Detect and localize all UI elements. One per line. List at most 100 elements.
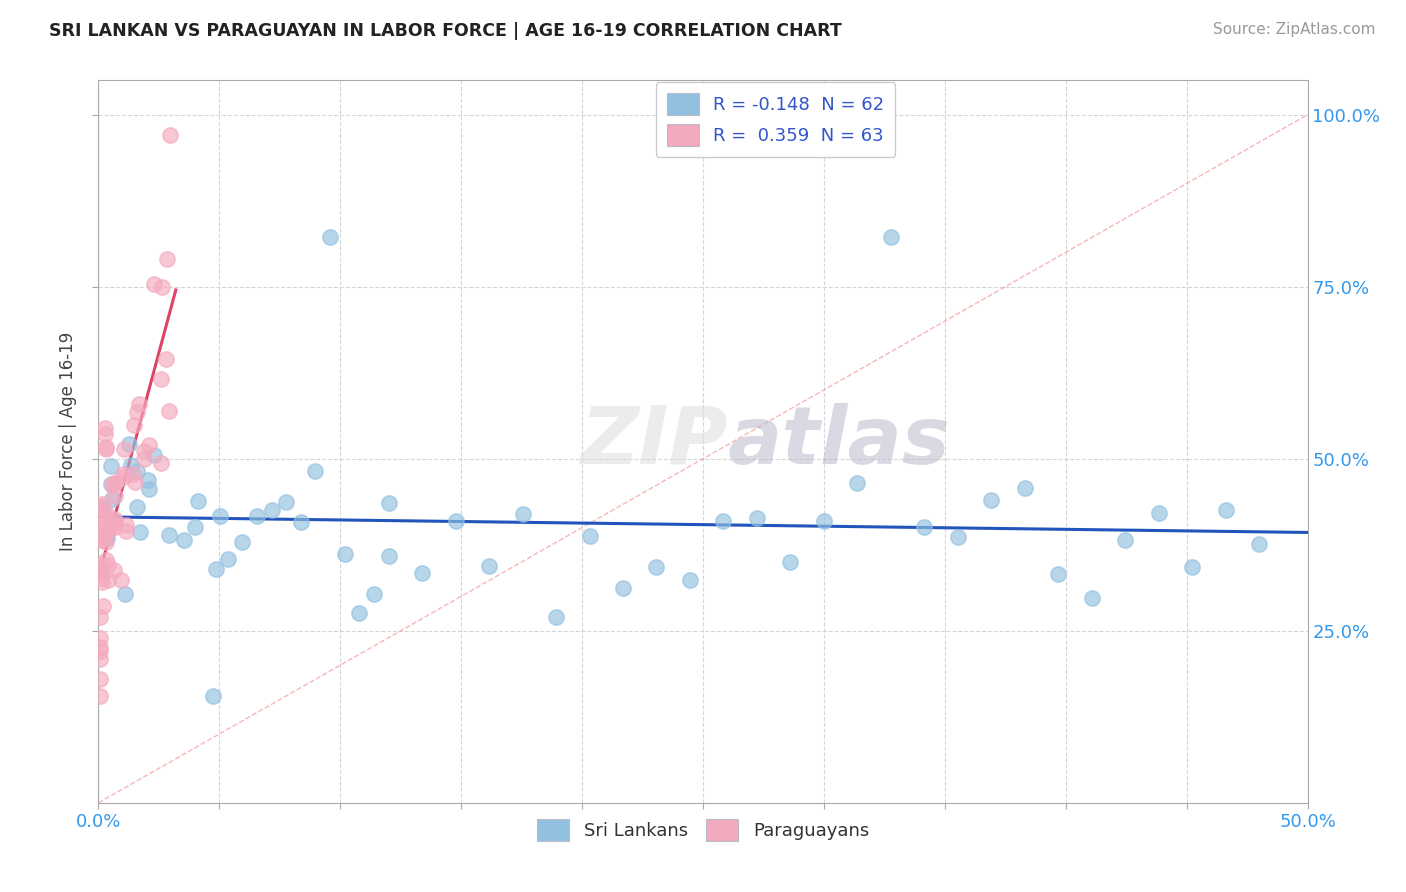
Text: atlas: atlas	[727, 402, 950, 481]
Point	[1249, 537, 1271, 551]
Point	[645, 559, 668, 574]
Point	[89, 499, 111, 513]
Point	[96, 532, 118, 546]
Point	[377, 549, 399, 564]
Point	[478, 559, 501, 574]
Point	[89, 672, 111, 686]
Point	[246, 509, 269, 524]
Point	[217, 551, 239, 566]
Point	[846, 476, 869, 491]
Point	[157, 528, 180, 542]
Point	[150, 456, 173, 470]
Point	[142, 277, 165, 291]
Point	[101, 516, 124, 531]
Point	[150, 372, 173, 386]
Point	[94, 530, 117, 544]
Point	[132, 451, 155, 466]
Point	[111, 467, 134, 482]
Point	[122, 467, 145, 482]
Point	[183, 520, 205, 534]
Point	[96, 535, 118, 549]
Point	[138, 437, 160, 451]
Point	[94, 427, 117, 442]
Point	[512, 508, 534, 522]
Point	[89, 631, 111, 645]
Point	[679, 573, 702, 587]
Point	[89, 640, 111, 655]
Point	[125, 500, 148, 515]
Point	[90, 571, 112, 585]
Point	[93, 420, 115, 434]
Point	[156, 252, 179, 267]
Point	[578, 529, 600, 543]
Point	[94, 442, 117, 456]
Point	[89, 519, 111, 533]
Point	[745, 511, 768, 525]
Point	[103, 512, 125, 526]
Point	[90, 512, 112, 526]
Point	[173, 533, 195, 547]
Point	[128, 525, 150, 540]
Point	[612, 581, 634, 595]
Point	[201, 689, 224, 703]
Point	[110, 573, 132, 587]
Point	[104, 475, 127, 490]
Point	[260, 502, 283, 516]
Point	[122, 418, 145, 433]
Point	[104, 489, 127, 503]
Point	[125, 405, 148, 419]
Point	[124, 475, 146, 490]
Point	[89, 563, 111, 577]
Point	[157, 404, 180, 418]
Point	[90, 558, 112, 572]
Point	[90, 497, 112, 511]
Point	[187, 494, 209, 508]
Point	[128, 397, 150, 411]
Point	[208, 509, 231, 524]
Point	[94, 440, 117, 454]
Point	[89, 610, 111, 624]
Point	[155, 352, 177, 367]
Point	[112, 470, 135, 484]
Point	[231, 535, 253, 549]
Point	[779, 555, 801, 569]
Point	[90, 533, 112, 548]
Point	[91, 501, 114, 516]
Point	[101, 492, 124, 507]
Point	[1114, 533, 1136, 547]
Y-axis label: In Labor Force | Age 16-19: In Labor Force | Age 16-19	[59, 332, 77, 551]
Point	[205, 562, 228, 576]
Point	[98, 524, 121, 538]
Point	[97, 573, 120, 587]
Point	[377, 495, 399, 509]
Legend: Sri Lankans, Paraguayans: Sri Lankans, Paraguayans	[530, 812, 876, 848]
Point	[100, 478, 122, 492]
Point	[104, 513, 127, 527]
Point	[96, 526, 118, 541]
Point	[1014, 481, 1036, 495]
Point	[120, 458, 142, 473]
Point	[1047, 566, 1070, 581]
Text: Source: ZipAtlas.com: Source: ZipAtlas.com	[1212, 22, 1375, 37]
Point	[97, 558, 120, 572]
Point	[114, 586, 136, 600]
Point	[304, 464, 326, 478]
Point	[138, 483, 160, 497]
Point	[104, 475, 127, 490]
Point	[349, 606, 371, 620]
Point	[143, 448, 166, 462]
Point	[980, 492, 1002, 507]
Point	[104, 520, 127, 534]
Text: ZIP: ZIP	[579, 402, 727, 481]
Point	[138, 473, 160, 487]
Point	[93, 524, 115, 538]
Point	[1215, 503, 1237, 517]
Point	[444, 514, 467, 528]
Point	[1081, 591, 1104, 606]
Point	[1147, 506, 1170, 520]
Point	[1181, 560, 1204, 574]
Point	[363, 587, 385, 601]
Point	[89, 689, 111, 703]
Point	[100, 477, 122, 491]
Point	[411, 566, 433, 580]
